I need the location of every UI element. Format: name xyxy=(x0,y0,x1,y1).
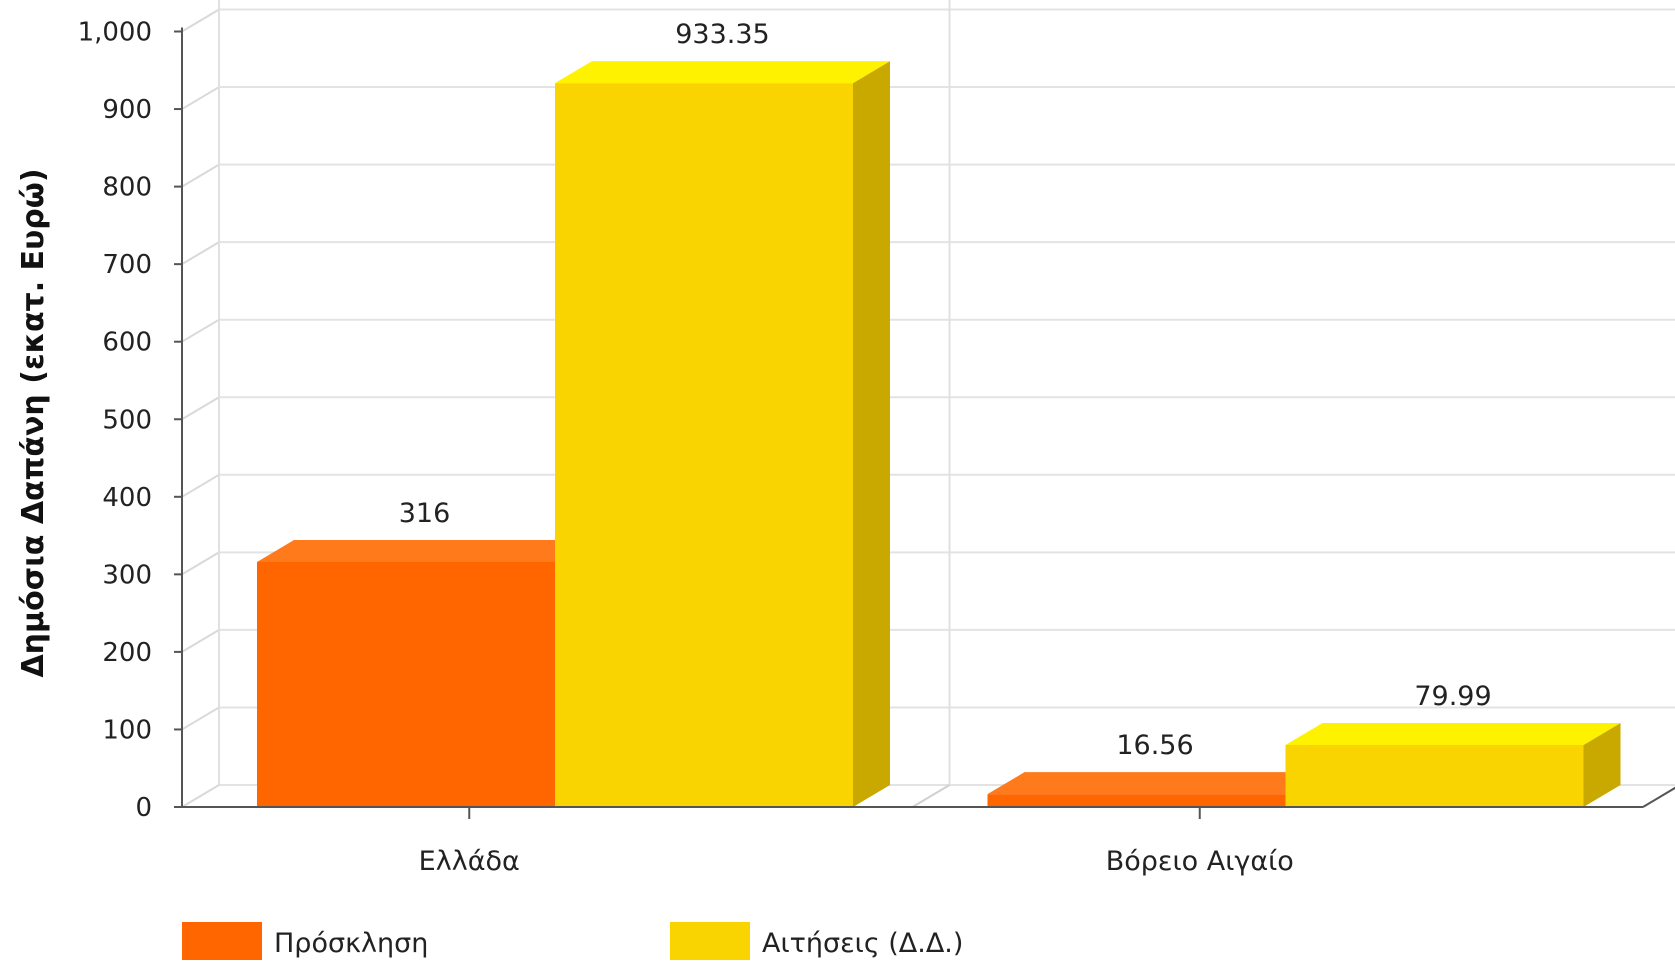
bar-front-face xyxy=(1285,744,1584,807)
bar-side-face xyxy=(853,61,890,808)
legend-swatch xyxy=(182,922,262,960)
y-tick-label: 800 xyxy=(102,173,152,203)
legend-item: Πρόσκληση xyxy=(182,922,428,960)
legend-swatch xyxy=(670,922,750,960)
bar-front-face xyxy=(257,561,555,807)
grid-depth-line xyxy=(181,86,220,110)
grid-floor-line xyxy=(911,784,951,808)
grid-depth-line xyxy=(181,8,220,33)
bar-front-face xyxy=(555,83,853,807)
y-axis-title: Δημόσια Δαπάνη (εκατ. Ευρώ) xyxy=(16,168,51,677)
y-tick-label: 500 xyxy=(102,405,152,435)
bar-side-face xyxy=(1583,722,1621,807)
data-label: 316 xyxy=(399,498,451,529)
axis-layer: 0 100 200 300 400 500 600 700 800 900 1,000 Ελλάδα Β… xyxy=(16,18,1675,877)
grid-depth-line xyxy=(181,318,220,343)
y-tick-label: 0 xyxy=(135,793,152,823)
bar-top-face xyxy=(257,539,592,562)
grid-depth-line xyxy=(181,706,220,731)
x-category-label: Ελλάδα xyxy=(419,846,520,877)
bar-top-face xyxy=(1285,722,1621,745)
grid-depth-line xyxy=(181,241,220,266)
data-label: 79.99 xyxy=(1414,681,1491,712)
bar-top-face xyxy=(555,61,890,84)
x-category-label: Βόρειο Αιγαίο xyxy=(1106,846,1294,877)
legend-label: Αιτήσεις (Δ.Δ.) xyxy=(762,928,963,959)
y-tick-label: 400 xyxy=(102,483,152,513)
y-tick-label: 700 xyxy=(102,250,152,280)
data-label: 16.56 xyxy=(1116,730,1193,761)
y-tick-label: 200 xyxy=(102,638,152,668)
y-tick-label: 300 xyxy=(102,560,152,590)
legend-label: Πρόσκληση xyxy=(274,928,428,959)
y-tick-label: 1,000 xyxy=(78,18,152,48)
bar xyxy=(987,772,1323,807)
x-axis-depth-line xyxy=(1642,786,1675,808)
bar-front-face xyxy=(987,794,1286,807)
grid-depth-line xyxy=(181,163,220,188)
grid-depth-line xyxy=(181,396,220,421)
legend-layer: Πρόσκληση Αιτήσεις (Δ.Δ.) xyxy=(182,922,963,960)
grid-depth-line xyxy=(181,473,220,498)
labels-layer: 316 933.35 16.56 79.99 xyxy=(399,19,1492,761)
grid-depth-line xyxy=(181,551,220,576)
legend-item: Αιτήσεις (Δ.Δ.) xyxy=(670,922,963,960)
bar xyxy=(257,539,592,807)
y-tick-label: 900 xyxy=(102,95,152,125)
bar-top-face xyxy=(987,772,1323,795)
y-tick-label: 100 xyxy=(102,715,152,745)
bar xyxy=(1285,722,1621,807)
bars-layer xyxy=(257,61,1621,808)
data-label: 933.35 xyxy=(675,19,769,50)
grid-depth-line xyxy=(181,784,220,808)
grid-depth-line xyxy=(181,629,220,653)
y-tick-label: 600 xyxy=(102,328,152,358)
bar xyxy=(555,61,890,808)
